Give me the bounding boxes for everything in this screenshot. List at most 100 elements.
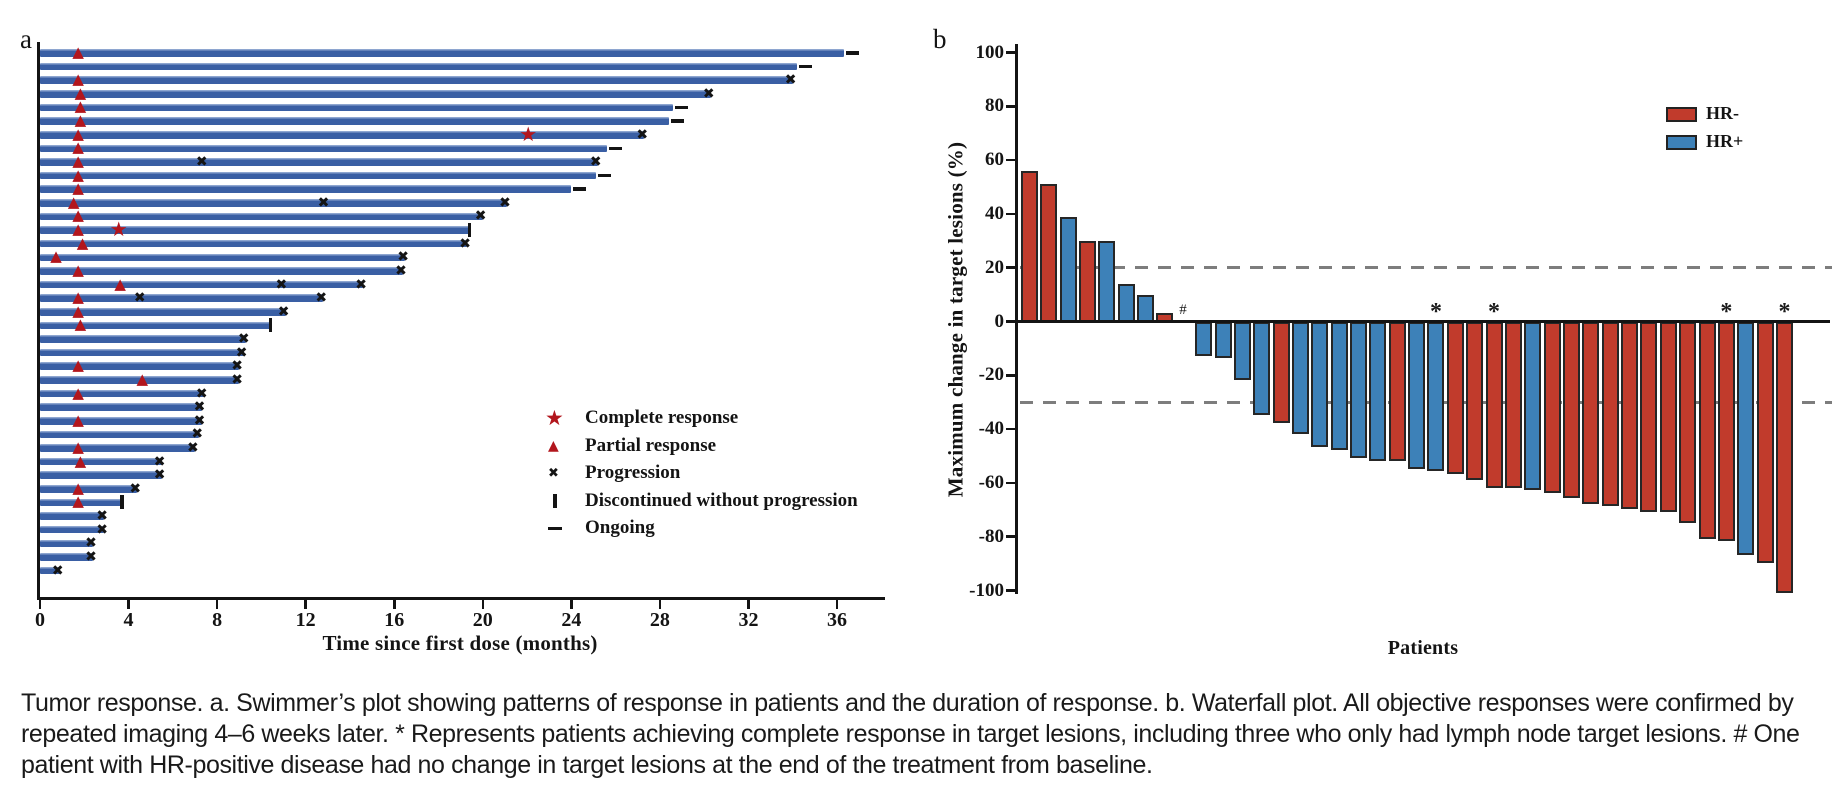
waterfall-bar	[1291, 321, 1309, 434]
waterfall-bar	[1330, 321, 1348, 450]
waterfall-bar	[1195, 321, 1213, 356]
partial-response-marker: ▲	[72, 43, 84, 61]
swimmer-x-tick-label: 4	[123, 609, 134, 631]
waterfall-bar	[1640, 321, 1658, 512]
swimmer-x-tick	[570, 600, 573, 609]
swimmer-bar	[40, 49, 844, 57]
progression-marker: ✖	[784, 72, 797, 89]
swimmer-bar	[40, 280, 364, 289]
waterfall-y-tick-label: -100	[969, 579, 1004, 601]
waterfall-bar	[1582, 321, 1600, 504]
progression-marker: ✖	[153, 467, 166, 484]
hr-legend-swatch	[1666, 107, 1697, 122]
partial-response-marker: ▲	[74, 451, 87, 470]
waterfall-y-tick	[1006, 158, 1015, 162]
waterfall-y-tick-label: 100	[975, 41, 1005, 63]
swimmer-legend-label: Ongoing	[585, 517, 655, 539]
discontinued-marker	[467, 223, 472, 238]
waterfall-bar	[1446, 321, 1464, 475]
waterfall-y-tick-label: 40	[985, 202, 1004, 224]
swimmer-x-tick-label: 20	[472, 609, 493, 631]
swimmer-bar	[40, 253, 406, 262]
swimmer-x-tick-label: 28	[649, 609, 670, 631]
waterfall-bar	[1427, 321, 1445, 472]
waterfall-bar	[1601, 321, 1619, 507]
waterfall-bar	[1117, 283, 1135, 324]
swimmer-x-tick	[127, 600, 130, 609]
partial-response-marker: ▲	[72, 356, 84, 375]
swimmer-bar	[40, 389, 204, 398]
waterfall-bar	[1679, 321, 1697, 523]
waterfall-y-tick	[1006, 320, 1015, 323]
progression-marker: ✖	[129, 480, 142, 497]
swimmer-x-tick	[747, 600, 750, 609]
swimmer-x-tick-label: 0	[35, 609, 45, 631]
progression-marker: ✖	[275, 276, 288, 293]
swimmer-bar	[40, 403, 202, 411]
partial-response-marker: ▲	[72, 151, 84, 170]
waterfall-y-tick	[1006, 266, 1015, 269]
no-change-hash: #	[1179, 301, 1187, 318]
swimmer-bar	[40, 498, 122, 507]
swimmer-bar	[40, 416, 202, 425]
waterfall-y-axis-title: Maximum change in target lesions (%)	[943, 141, 968, 498]
swimmer-bar	[40, 471, 162, 479]
waterfall-y-tick	[1006, 481, 1015, 485]
waterfall-bar	[1775, 321, 1793, 593]
waterfall-plot: # * * * * 100 80 60 40 20 0 -20 -40 -60 -80 -100 HR- HR+	[969, 41, 1832, 601]
progression-marker: ✖	[193, 412, 206, 429]
progression-marker: ✖	[277, 303, 290, 320]
swimmer-x-tick-label: 32	[738, 609, 759, 631]
waterfall-bar	[1059, 216, 1077, 324]
swimmer-bar	[40, 199, 508, 207]
waterfall-y-tick-label: -40	[978, 418, 1004, 440]
progression-marker: ✖	[133, 290, 146, 307]
partial-response-marker: ▲	[72, 260, 84, 279]
ongoing-marker	[670, 119, 684, 123]
progression-marker: ✖	[186, 439, 199, 456]
waterfall-bar	[1717, 321, 1735, 542]
partial-response-marker: ▲	[72, 165, 84, 184]
swimmer-x-tick	[835, 600, 839, 609]
partial-response-marker: ▲	[72, 288, 84, 307]
swimmer-x-axis-line	[37, 597, 885, 600]
swimmer-x-tick-label: 16	[384, 609, 405, 631]
swimmer-x-tick-label: 36	[827, 609, 848, 631]
progression-marker: ✖	[395, 262, 407, 279]
waterfall-bar	[1253, 321, 1271, 415]
swimmer-x-axis-title: Time since first dose (months)	[322, 631, 598, 655]
complete-response-icon: ★	[545, 406, 564, 430]
swimmer-bar	[40, 553, 94, 561]
progression-marker: ✖	[237, 331, 250, 348]
waterfall-bar	[1214, 321, 1232, 359]
waterfall-y-tick	[1006, 51, 1015, 54]
swimmer-x-tick	[392, 600, 396, 609]
swimmer-x-tick	[658, 600, 662, 609]
waterfall-bar	[1408, 321, 1426, 469]
progression-marker: ✖	[474, 208, 487, 225]
swimmer-bar	[40, 158, 598, 166]
complete-response-asterisk: *	[1778, 298, 1791, 325]
partial-response-icon: ▲	[548, 437, 559, 454]
swimmer-bar	[40, 539, 94, 548]
swimmer-bar	[40, 62, 798, 71]
partial-response-marker: ▲	[72, 492, 84, 511]
waterfall-bar	[1562, 321, 1580, 499]
waterfall-y-tick-label: 20	[985, 256, 1004, 278]
waterfall-y-tick-label: 80	[985, 95, 1004, 117]
partial-response-marker: ▲	[74, 97, 87, 116]
waterfall-bar	[1233, 321, 1251, 380]
swimmer-bar	[40, 485, 138, 493]
reference-line--30	[1020, 400, 1832, 404]
swimmer-y-axis-line	[37, 42, 40, 600]
partial-response-marker: ▲	[72, 301, 84, 320]
progression-marker: ✖	[231, 371, 243, 388]
swimmer-bar	[40, 103, 674, 112]
progression-marker: ✖	[195, 153, 208, 170]
progression-marker: ✖	[85, 535, 97, 552]
swimmer-legend-label: Progression	[585, 462, 681, 484]
discontinued-icon	[553, 493, 557, 508]
progression-marker: ✖	[153, 453, 166, 470]
partial-response-marker: ▲	[72, 383, 84, 402]
waterfall-bar	[1078, 240, 1096, 324]
